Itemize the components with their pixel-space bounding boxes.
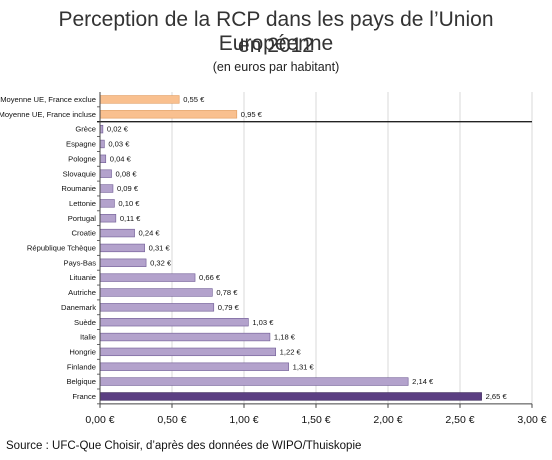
value-label: 0,24 € [139, 229, 161, 238]
bar [99, 347, 276, 357]
bar [99, 228, 135, 238]
value-label: 0,95 € [241, 110, 263, 119]
category-label: Pologne [68, 154, 96, 163]
bar [99, 377, 409, 386]
value-label: 0,31 € [149, 244, 171, 253]
category-label: Portugal [68, 214, 97, 223]
category-label: Belgique [66, 377, 96, 386]
value-label: 0,04 € [110, 154, 132, 163]
bar [99, 139, 105, 149]
value-label: 0,09 € [117, 184, 139, 193]
bar-chart: Moyenne UE, France exclue 0,55 € Moyenne U… [0, 92, 547, 426]
value-label: 0,10 € [118, 199, 140, 208]
category-label: Autriche [68, 288, 96, 297]
value-label: 1,03 € [252, 318, 274, 327]
bar [99, 95, 180, 104]
value-label: 0,79 € [218, 303, 240, 312]
bar [99, 303, 215, 312]
value-label: 1,31 € [293, 362, 315, 371]
category-label: Lettonie [69, 199, 96, 208]
bar [99, 214, 117, 223]
value-label: 0,02 € [107, 125, 129, 134]
x-tick-label: 1,50 € [301, 414, 330, 426]
category-label: République Tchèque [27, 244, 96, 253]
category-label: Italie [80, 333, 96, 342]
bar [99, 273, 196, 282]
category-label: Croatie [72, 229, 96, 238]
category-label: Moyenne UE, France exclue [0, 95, 96, 104]
category-label: Hongrie [69, 347, 96, 356]
category-label: France [72, 392, 96, 401]
category-label: Danemark [61, 303, 96, 312]
category-label: Espagne [66, 140, 96, 149]
source-note: Source : UFC-Que Choisir, d’après des do… [6, 440, 362, 452]
category-label: Slovaquie [63, 169, 96, 178]
x-tick-label: 0,00 € [85, 414, 114, 426]
x-tick-label: 3,00 € [517, 414, 546, 426]
value-label: 0,66 € [199, 273, 221, 282]
category-label: Grèce [75, 125, 96, 134]
x-tick-label: 2,50 € [445, 414, 474, 426]
bar [99, 362, 289, 371]
bar [99, 169, 112, 178]
x-tick-label: 2,00 € [373, 414, 402, 426]
category-label: Roumanie [61, 184, 96, 193]
bar [99, 288, 213, 297]
category-label: Suède [74, 318, 96, 327]
value-label: 0,78 € [216, 288, 238, 297]
value-label: 1,22 € [280, 347, 302, 356]
bar [99, 392, 482, 401]
bar [99, 154, 107, 163]
bar [99, 184, 114, 193]
category-label: Moyenne UE, France incluse [0, 110, 96, 119]
bar [99, 110, 238, 119]
value-label: 0,55 € [183, 95, 205, 104]
category-label: Finlande [67, 362, 96, 371]
bar [99, 318, 249, 327]
chart-title-line1: Perception de la RCP dans les pays de l’… [58, 8, 494, 55]
value-label: 2,14 € [412, 377, 434, 386]
category-label: Pays-Bas [64, 258, 97, 267]
x-tick-label: 0,50 € [157, 414, 186, 426]
bar [99, 258, 147, 267]
bar [99, 199, 115, 208]
category-label: Lituanie [69, 273, 96, 282]
value-label: 0,03 € [108, 140, 130, 149]
value-label: 1,18 € [274, 333, 296, 342]
bar [99, 332, 271, 342]
x-tick-label: 1,00 € [229, 414, 258, 426]
value-label: 0,32 € [150, 258, 172, 267]
chart-title-line2: en 2012 [238, 34, 314, 57]
chart-subtitle: (en euros par habitant) [212, 60, 340, 74]
value-label: 2,65 € [486, 392, 508, 401]
value-label: 0,08 € [116, 169, 138, 178]
bar [99, 243, 145, 253]
value-label: 0,11 € [120, 214, 141, 223]
